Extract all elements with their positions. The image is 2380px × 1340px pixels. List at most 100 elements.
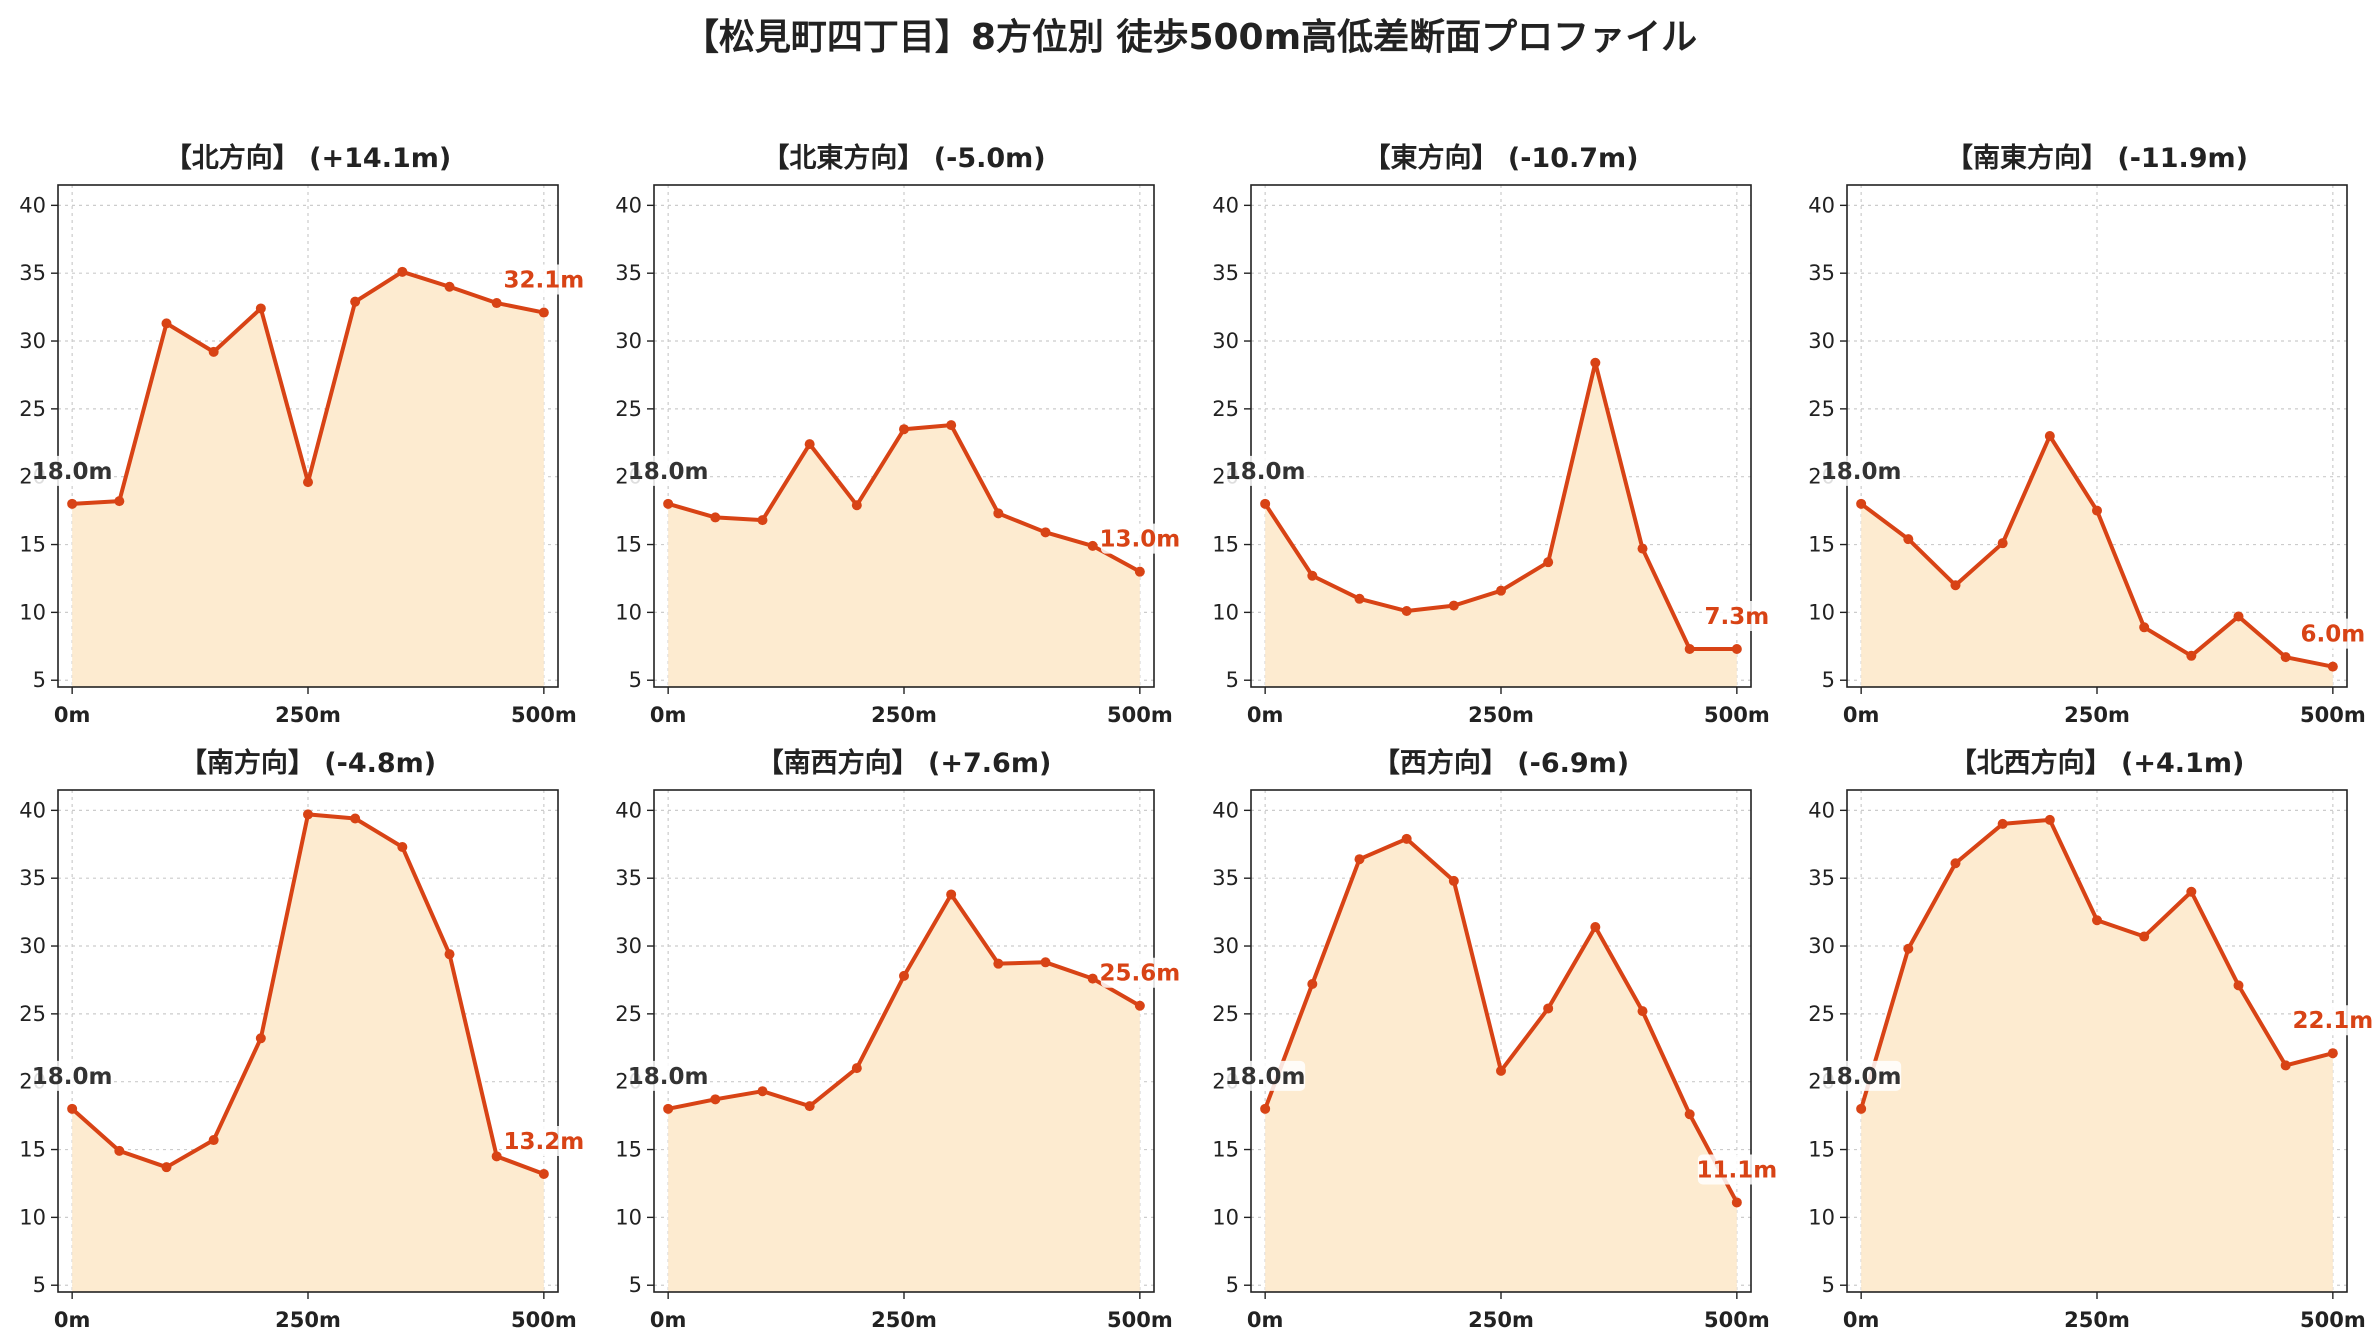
area-fill (1861, 436, 2333, 687)
data-point (255, 303, 266, 314)
y-tick-label: 40 (615, 193, 642, 217)
y-tick-label: 25 (19, 397, 46, 421)
panel-title: 【北東方向】 (-5.0m) (762, 142, 1045, 174)
panel-title: 【北方向】 (+14.1m) (165, 142, 451, 174)
data-point (804, 1101, 815, 1112)
y-tick-label: 5 (1822, 668, 1835, 692)
start-label: 18.0m (1225, 459, 1306, 485)
data-point (1260, 498, 1271, 509)
y-tick-label: 40 (1212, 193, 1239, 217)
panel-7: 【北西方向】 (+4.1m)5101520253035400m250m500m1… (1808, 747, 2373, 1332)
panel-6: 【西方向】 (-6.9m)5101520253035400m250m500m18… (1212, 747, 1777, 1332)
x-tick-label: 250m (275, 703, 341, 727)
data-point (1496, 1065, 1506, 1076)
data-point (255, 1033, 266, 1044)
y-tick-label: 5 (1822, 1273, 1835, 1297)
end-label: 13.2m (503, 1129, 584, 1155)
data-point (1307, 570, 1318, 581)
x-tick-label: 0m (650, 703, 687, 727)
end-label-box (1100, 957, 1179, 988)
y-tick-label: 15 (1808, 1138, 1835, 1162)
data-point (1856, 498, 1867, 509)
x-tick-label: 500m (511, 1308, 577, 1332)
data-point (1401, 606, 1412, 617)
end-label: 7.3m (1704, 604, 1769, 630)
y-tick-label: 30 (1808, 329, 1835, 353)
y-tick-label: 30 (615, 934, 642, 958)
start-label-box (32, 1060, 113, 1091)
area-fill (72, 814, 544, 1292)
y-tick-label: 35 (19, 261, 46, 285)
start-label-box (628, 1060, 709, 1091)
data-point (1040, 957, 1051, 968)
data-point (2233, 980, 2244, 991)
x-tick-label: 500m (2300, 1308, 2366, 1332)
y-tick-label: 35 (615, 261, 642, 285)
area-fill (72, 271, 544, 687)
y-tick-label: 35 (1808, 866, 1835, 890)
data-point (491, 298, 502, 309)
data-point (851, 500, 862, 511)
area-fill (1265, 838, 1737, 1292)
y-tick-label: 10 (615, 1205, 642, 1229)
data-point (208, 346, 219, 357)
panel-4: 【南方向】 (-4.8m)5101520253035400m250m500m18… (19, 747, 584, 1332)
y-tick-label: 35 (1212, 866, 1239, 890)
y-tick-label: 5 (33, 668, 46, 692)
data-point (2044, 431, 2055, 441)
data-point (2139, 931, 2150, 942)
y-tick-label: 10 (1808, 600, 1835, 624)
area-fill (668, 425, 1140, 687)
y-tick-label: 30 (19, 329, 46, 353)
data-point (1684, 644, 1695, 655)
data-point (2044, 814, 2055, 825)
y-tick-label: 30 (1212, 329, 1239, 353)
end-label: 13.0m (1099, 527, 1180, 553)
data-point (1856, 1103, 1867, 1114)
start-label-box (1225, 455, 1306, 486)
y-tick-label: 30 (1212, 934, 1239, 958)
y-tick-label: 35 (19, 866, 46, 890)
data-point (1087, 973, 1098, 984)
y-tick-label: 5 (629, 1273, 642, 1297)
x-tick-label: 0m (54, 1308, 91, 1332)
data-point (1040, 527, 1051, 538)
start-label: 18.0m (32, 1064, 113, 1090)
y-tick-label: 15 (1212, 533, 1239, 557)
data-point (114, 496, 125, 507)
data-point (538, 307, 549, 318)
data-point (2092, 505, 2102, 516)
data-point (946, 420, 957, 431)
y-tick-label: 15 (19, 533, 46, 557)
data-point (444, 281, 455, 292)
data-point (1903, 943, 1914, 954)
panel-title: 【東方向】 (-10.7m) (1363, 142, 1638, 174)
x-tick-label: 250m (871, 1308, 937, 1332)
y-tick-label: 25 (615, 1002, 642, 1026)
y-tick-label: 15 (615, 533, 642, 557)
data-point (2280, 652, 2291, 663)
data-point (1590, 922, 1601, 933)
start-label: 18.0m (628, 459, 709, 485)
start-label: 18.0m (628, 1064, 709, 1090)
end-label: 22.1m (2292, 1008, 2373, 1034)
y-tick-label: 25 (1808, 397, 1835, 421)
data-point (2186, 886, 2197, 897)
y-tick-label: 25 (615, 397, 642, 421)
start-label: 18.0m (32, 459, 113, 485)
end-label-box (1697, 1154, 1776, 1185)
y-tick-label: 25 (1212, 1002, 1239, 1026)
data-point (663, 1103, 674, 1114)
x-tick-label: 0m (1247, 1308, 1284, 1332)
end-label-box (1704, 601, 1769, 632)
x-tick-label: 0m (650, 1308, 687, 1332)
y-tick-label: 25 (1808, 1002, 1835, 1026)
data-point (993, 958, 1004, 969)
data-point (1684, 1109, 1695, 1120)
panel-title: 【南東方向】 (-11.9m) (1946, 142, 2248, 174)
y-tick-label: 10 (615, 600, 642, 624)
data-point (397, 841, 408, 852)
y-tick-label: 5 (629, 668, 642, 692)
x-tick-label: 250m (2064, 703, 2130, 727)
chart-main-title: 【松見町四丁目】8方位別 徒歩500m高低差断面プロファイル (682, 17, 1698, 58)
